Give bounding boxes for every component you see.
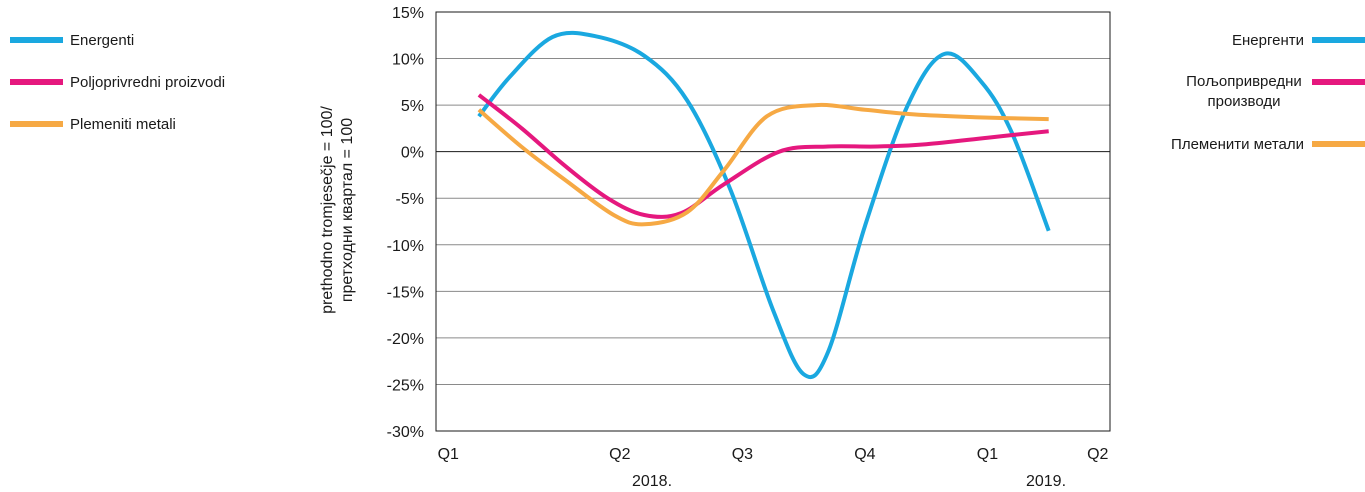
legend-swatch [10, 79, 63, 85]
legend-item-poljoprivredni-cyrillic: Пољопривредни производи [1171, 72, 1365, 112]
plot-frame [435, 11, 1111, 432]
legend-swatch [1312, 141, 1365, 147]
legend-swatch [1312, 79, 1365, 85]
legend-label-cyrillic: Племенити метали [1171, 135, 1304, 153]
legend-label-cyrillic-text: Пољопривредни производи [1186, 73, 1302, 110]
x-tick-label: Q1 [977, 446, 998, 463]
y-tick-label: -25% [387, 377, 424, 394]
legend-right: Енергенти Пољопривредни производи Племен… [1171, 30, 1365, 176]
legend-label: Plemeniti metali [70, 115, 176, 133]
y-tick-labels: 15% 10% 5% 0% -5% -10% -15% -20% -25% -30% [387, 5, 424, 441]
series-line-0 [477, 30, 1051, 380]
x-tick-label: Q3 [732, 446, 753, 463]
y-axis-label-cyrillic: претходни квартал = 100 [339, 118, 356, 302]
y-tick-label: 5% [401, 98, 424, 115]
x-tick-label: Q4 [854, 446, 875, 463]
series-lines [477, 30, 1051, 380]
year-label-2019: 2019. [1026, 473, 1066, 490]
y-tick-label: -20% [387, 331, 424, 348]
legend-label-cyrillic: Пољопривредни производи [1184, 72, 1304, 112]
x-tick-label: Q2 [609, 446, 630, 463]
year-label-2018: 2018. [632, 473, 672, 490]
series-line-2 [477, 102, 1049, 227]
legend-label-cyrillic: Енергенти [1232, 31, 1304, 49]
legend-item-plemeniti-cyrillic: Племенити метали [1171, 134, 1365, 154]
y-axis-label: prethodno tromjesečje = 100/ [319, 106, 336, 314]
legend-swatch [10, 37, 63, 43]
legend-label: Energenti [70, 31, 135, 49]
legend-left: Energenti Poljoprivredni proizvodi Pleme… [10, 30, 225, 156]
x-tick-label: Q2 [1087, 446, 1108, 463]
y-tick-label: 0% [401, 145, 424, 162]
legend-item-energenti: Energenti [10, 30, 225, 50]
gridlines [436, 58, 1110, 385]
y-tick-label: 10% [392, 52, 424, 69]
legend-swatch [10, 121, 63, 127]
x-tick-label: Q1 [438, 446, 459, 463]
y-tick-label: -5% [396, 191, 424, 208]
y-axis-title: prethodno tromjesečje = 100/ претходни к… [319, 106, 356, 314]
legend-label: Poljoprivredni proizvodi [70, 73, 226, 91]
legend-item-energenti-cyrillic: Енергенти [1171, 30, 1365, 50]
legend-item-plemeniti: Plemeniti metali [10, 114, 225, 134]
y-tick-label: -30% [387, 424, 424, 441]
y-tick-label: 15% [392, 5, 424, 22]
series-line-1 [477, 93, 1049, 219]
legend-swatch [1312, 37, 1365, 43]
x-tick-labels: Q1 Q2 Q3 Q4 Q1 Q2 [438, 446, 1109, 463]
y-tick-label: -10% [387, 238, 424, 255]
legend-item-poljoprivredni: Poljoprivredni proizvodi [10, 72, 225, 92]
y-tick-label: -15% [387, 284, 424, 301]
